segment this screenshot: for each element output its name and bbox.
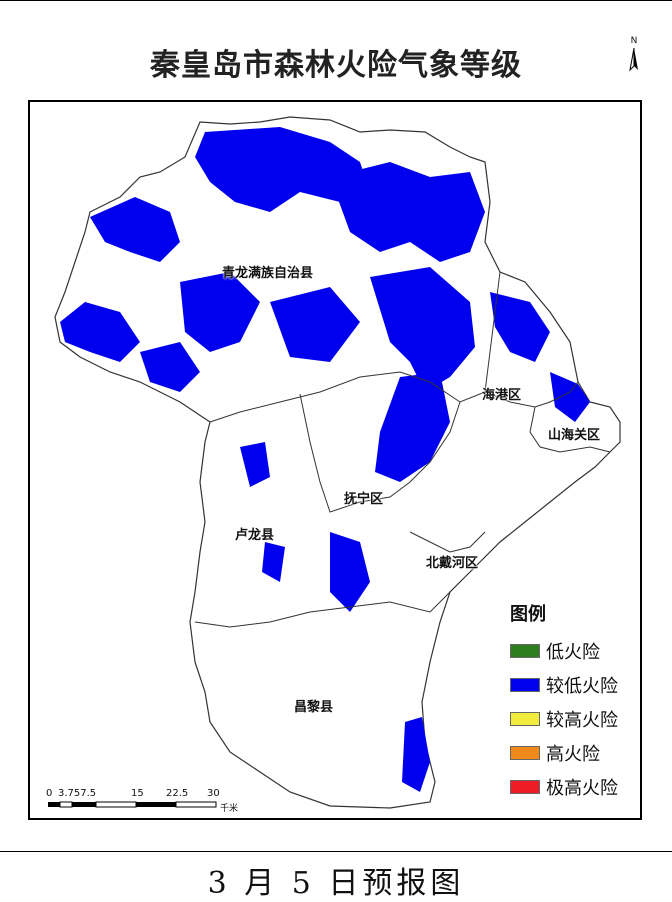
legend-label: 较低火险 (546, 676, 618, 697)
top-rule (0, 0, 672, 1)
legend-label: 高火险 (546, 744, 600, 765)
north-arrow: N (624, 36, 644, 76)
district-boundaries (194, 271, 611, 628)
map-canvas (54, 116, 621, 809)
legend-label: 低火险 (546, 642, 600, 663)
bottom-rule (0, 851, 672, 852)
risk-areas (60, 127, 590, 792)
scale-tick: 3.757.5 (58, 788, 97, 799)
scale-unit: 千米 (220, 804, 239, 814)
district-label-beidaihe: 北戴河区 (426, 556, 479, 571)
district-label-haigang: 海港区 (482, 388, 522, 403)
scale-bar-graphic (48, 801, 217, 808)
legend-label: 极高火险 (546, 778, 618, 799)
scale-tick: 0 (46, 788, 53, 799)
scale-tick: 15 (131, 788, 144, 799)
district-label-shanhaiguan: 山海关区 (548, 428, 601, 443)
legend-item-high: 高火险 (510, 736, 640, 770)
legend-title: 图例 (510, 604, 546, 625)
district-label-funing: 抚宁区 (344, 492, 384, 507)
map-title: 秦皇岛市森林火险气象等级 (150, 48, 522, 83)
legend-label: 较高火险 (546, 710, 618, 731)
scale-tick: 22.5 (166, 788, 189, 799)
legend-swatch (510, 678, 540, 692)
legend-item-extreme: 极高火险 (510, 770, 640, 804)
district-label-qinglong: 青龙满族自治县 (222, 266, 314, 281)
forecast-date-caption: 3 月 5 日预报图 (207, 866, 465, 901)
legend-swatch (510, 780, 540, 794)
legend: 图例 低火险 较低火险 较高火险 高火险 极高火险 (510, 600, 640, 804)
legend-swatch (510, 712, 540, 726)
legend-item-lower: 较低火险 (510, 668, 640, 702)
legend-item-higher: 较高火险 (510, 702, 640, 736)
north-arrow-icon (629, 47, 638, 72)
scale-bar: 0 3.757.5 15 22.5 30 千米 (44, 780, 244, 814)
map-frame: 青龙满族自治县 海港区 山海关区 抚宁区 卢龙县 北戴河区 昌黎县 图例 低火险… (28, 100, 642, 820)
legend-swatch (510, 644, 540, 658)
legend-swatch (510, 746, 540, 760)
north-label: N (630, 36, 638, 46)
district-label-lulong: 卢龙县 (235, 528, 275, 543)
district-label-changli: 昌黎县 (294, 700, 334, 715)
legend-item-low: 低火险 (510, 634, 640, 668)
scale-tick: 30 (207, 788, 220, 799)
